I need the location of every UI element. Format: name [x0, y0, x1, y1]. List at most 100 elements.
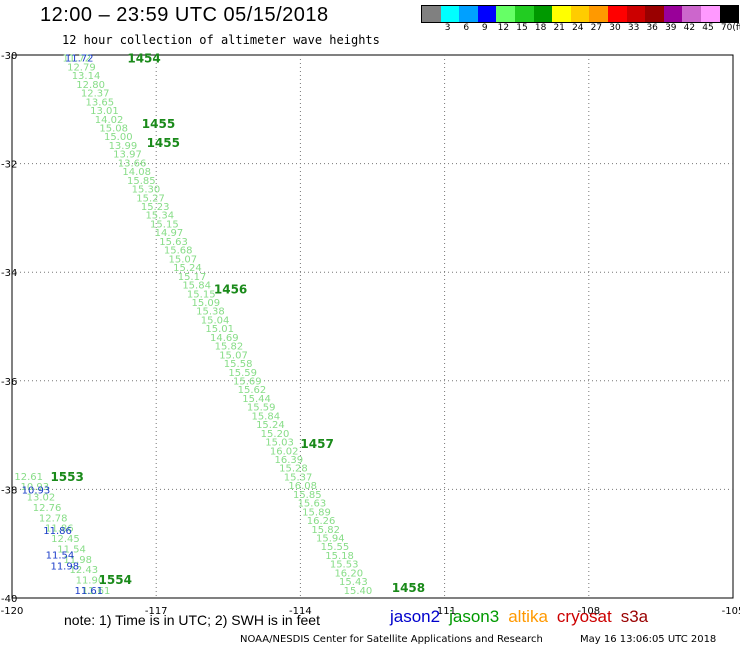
wave-height-value: 13.02 — [27, 493, 56, 504]
wave-height-value: 12.79 — [67, 62, 96, 73]
legend-label: 30 — [609, 23, 621, 33]
wave-height-value: 15.63 — [159, 237, 188, 248]
latitude-tick-label: -32 — [1, 160, 17, 171]
wave-height-value: 15.34 — [145, 211, 174, 222]
wave-height-value: 15.53 — [330, 560, 359, 571]
legend-swatch-12 — [645, 6, 664, 22]
wave-height-value: 14.69 — [210, 333, 239, 344]
pass-time-label: 1457 — [300, 437, 333, 451]
legend-swatch-7 — [552, 6, 571, 22]
wave-height-value: 12.45 — [51, 534, 80, 545]
legend-label: 9 — [481, 23, 488, 33]
satellite-jason2: jason2 — [390, 607, 441, 626]
page-title: 12:00 – 23:59 UTC 05/15/2018 — [40, 4, 329, 26]
wave-height-value: 12.78 — [39, 513, 68, 524]
wave-height-value: 12.43 — [69, 565, 98, 576]
satellite-s3a: s3a — [620, 607, 649, 626]
wave-height-value-blue: 11.61 — [74, 586, 103, 597]
wave-height-value: 15.85 — [127, 176, 156, 187]
satellite-jason3: jason3 — [449, 607, 500, 626]
wave-height-value: 15.15 — [187, 289, 216, 300]
wave-height-value-blue: 10.93 — [22, 485, 51, 496]
wave-height-value: 16.20 — [334, 568, 363, 579]
legend-swatch-0 — [422, 6, 441, 22]
wave-height-value: 15.00 — [104, 132, 133, 143]
legend-swatch-5 — [514, 6, 534, 22]
latitude-tick-label: -38 — [1, 485, 17, 496]
wave-height-value: 15.15 — [150, 219, 179, 230]
wave-height-value: 13.65 — [86, 97, 115, 108]
legend-swatch-15 — [700, 6, 720, 22]
wave-height-value: 15.68 — [164, 246, 193, 257]
latitude-tick-label: -40 — [1, 594, 17, 605]
wave-height-value: 11.86 — [45, 524, 74, 535]
legend-swatch-6 — [533, 6, 553, 22]
wave-height-value: 15.59 — [228, 368, 257, 379]
wave-height-value: 15.24 — [256, 420, 285, 431]
wave-height-value: 15.89 — [302, 507, 331, 518]
wave-height-value-blue: 11.54 — [46, 551, 75, 562]
wave-height-value-blue: 11.86 — [43, 526, 72, 537]
wave-height-value: 15.62 — [238, 385, 267, 396]
pass-time-label: 1454 — [127, 52, 160, 66]
longitude-tick-label: -105 — [722, 606, 740, 617]
latitude-tick-label: -34 — [1, 268, 17, 279]
wave-height-value: 15.82 — [311, 525, 340, 536]
wave-height-value: 11.61 — [82, 586, 111, 597]
legend-label: 21 — [553, 23, 565, 33]
legend-label: 27 — [590, 23, 603, 33]
legend-swatch-8 — [570, 6, 590, 22]
wave-height-value: 15.82 — [215, 342, 244, 353]
wave-height-value: 15.37 — [284, 472, 313, 483]
legend-label: 18 — [534, 23, 547, 33]
generated-timestamp: May 16 13:06:05 UTC 2018 — [580, 634, 717, 645]
wave-height-value: 15.69 — [233, 376, 262, 387]
wave-height-value: 14.97 — [155, 228, 184, 239]
wave-height-value: 15.08 — [99, 124, 128, 135]
wave-height-value-blue: 11.98 — [50, 561, 79, 572]
wave-height-value: 14.02 — [95, 115, 124, 126]
wave-height-value: 11.72 — [62, 54, 91, 65]
wave-height-value: 13.97 — [113, 150, 142, 161]
credit-line: NOAA/NESDIS Center for Satellite Applica… — [240, 634, 543, 645]
latitude-tick-label: -36 — [1, 377, 17, 388]
legend-swatch-1 — [440, 6, 460, 22]
pass-time-label: 1455 — [142, 117, 175, 131]
wave-height-value: 15.55 — [321, 542, 350, 553]
wave-height-value: 15.01 — [205, 324, 234, 335]
pass-time-label: 1456 — [214, 282, 247, 296]
wave-height-value: 15.30 — [132, 185, 161, 196]
legend-label: 15 — [516, 23, 528, 33]
satellite-legend: jason2 jason3 altika cryosat s3a — [390, 607, 657, 627]
wave-height-value: 10.93 — [21, 482, 50, 493]
wave-height-value-blue: 11.72 — [65, 54, 94, 65]
legend-swatch-16 — [719, 6, 739, 22]
legend-label: 42 — [683, 23, 696, 33]
pass-time-label: 1554 — [99, 573, 132, 587]
footer-note: note: 1) Time is in UTC; 2) SWH is in fe… — [64, 612, 320, 628]
legend-unit: (ft) — [732, 23, 740, 33]
longitude-tick-label: -114 — [289, 606, 312, 617]
wave-height-value: 16.02 — [270, 446, 299, 457]
legend-swatch-3 — [477, 6, 497, 22]
wave-height-value: 15.17 — [178, 272, 207, 283]
wave-height-value: 13.14 — [72, 71, 101, 82]
page-subtitle: 12 hour collection of altimeter wave hei… — [62, 33, 380, 47]
wave-height-value: 15.18 — [325, 551, 354, 562]
wave-height-value: 11.90 — [76, 575, 105, 586]
wave-height-value: 16.39 — [275, 455, 304, 466]
wave-height-value: 11.98 — [63, 555, 92, 566]
longitude-tick-label: -117 — [145, 606, 168, 617]
wave-height-value: 13.01 — [90, 106, 119, 117]
wave-height-value: 15.44 — [242, 394, 271, 405]
wave-height-value: 13.99 — [109, 141, 138, 152]
map-frame — [11, 54, 734, 599]
wave-height-value: 15.07 — [219, 350, 248, 361]
wave-height-value: 15.27 — [136, 193, 165, 204]
wave-height-value: 15.85 — [293, 490, 322, 501]
wave-height-value: 15.07 — [168, 254, 197, 265]
wave-height-value: 16.08 — [288, 481, 317, 492]
wave-height-value: 15.09 — [192, 298, 221, 309]
wave-height-value: 15.63 — [298, 499, 327, 510]
